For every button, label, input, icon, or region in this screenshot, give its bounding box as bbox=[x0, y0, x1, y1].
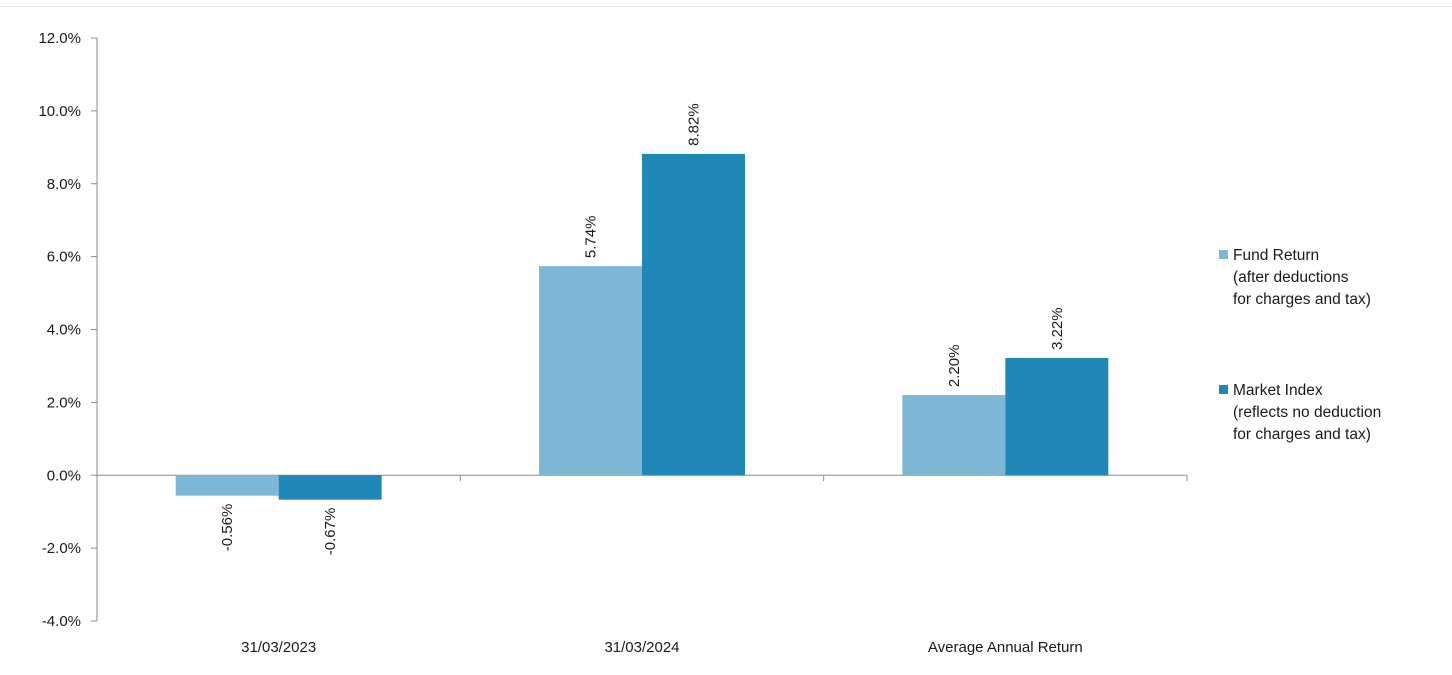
y-tick-label: 6.0% bbox=[47, 249, 81, 266]
y-tick-label: 4.0% bbox=[47, 322, 81, 339]
y-tick-label: 10.0% bbox=[38, 103, 81, 120]
x-category-label: 31/03/2024 bbox=[604, 639, 679, 656]
x-category-label: Average Annual Return bbox=[928, 639, 1083, 656]
bars-group bbox=[175, 153, 1109, 500]
y-tick-label: 0.0% bbox=[47, 467, 81, 484]
y-tick-label: -4.0% bbox=[42, 613, 81, 630]
legend-text-line: Market Index bbox=[1233, 382, 1323, 399]
x-axis: 31/03/2023 31/03/2024 Average Annual Retur… bbox=[96, 474, 1188, 656]
data-label: -0.67% bbox=[322, 508, 339, 556]
data-label: -0.56% bbox=[219, 504, 236, 552]
data-labels-group: -0.56% -0.67% 5.74% 8.82% 2.20% 3.22% bbox=[219, 103, 1066, 555]
data-label: 3.22% bbox=[1049, 307, 1066, 350]
bar bbox=[642, 153, 745, 476]
x-category-label: 31/03/2023 bbox=[241, 639, 316, 656]
bar bbox=[278, 475, 382, 500]
legend-swatch bbox=[1219, 250, 1228, 259]
data-label: 2.20% bbox=[946, 345, 963, 388]
legend-text-line: for charges and tax) bbox=[1233, 291, 1371, 308]
legend-text-line: (reflects no deduction bbox=[1233, 404, 1381, 421]
y-axis: 12.0% 10.0% 8.0% 6.0% 4.0% 2.0% 0.0% -2.0% -4.0% bbox=[38, 30, 98, 630]
bar bbox=[902, 395, 1006, 476]
data-label: 8.82% bbox=[686, 103, 703, 146]
y-tick-label: -2.0% bbox=[42, 540, 81, 557]
bar bbox=[175, 475, 279, 496]
legend-text-line: Fund Return bbox=[1233, 247, 1319, 264]
y-tick-label: 8.0% bbox=[47, 176, 81, 193]
legend-text-line: for charges and tax) bbox=[1233, 426, 1371, 443]
y-tick-label: 12.0% bbox=[38, 30, 81, 47]
legend: Fund Return (after deductions for charges … bbox=[1219, 247, 1381, 443]
bar bbox=[539, 266, 642, 476]
bar bbox=[1005, 357, 1109, 476]
legend-swatch bbox=[1219, 385, 1228, 394]
data-label: 5.74% bbox=[583, 216, 600, 259]
legend-text-line: (after deductions bbox=[1233, 269, 1349, 286]
top-divider bbox=[0, 6, 1452, 7]
y-tick-label: 2.0% bbox=[47, 394, 81, 411]
